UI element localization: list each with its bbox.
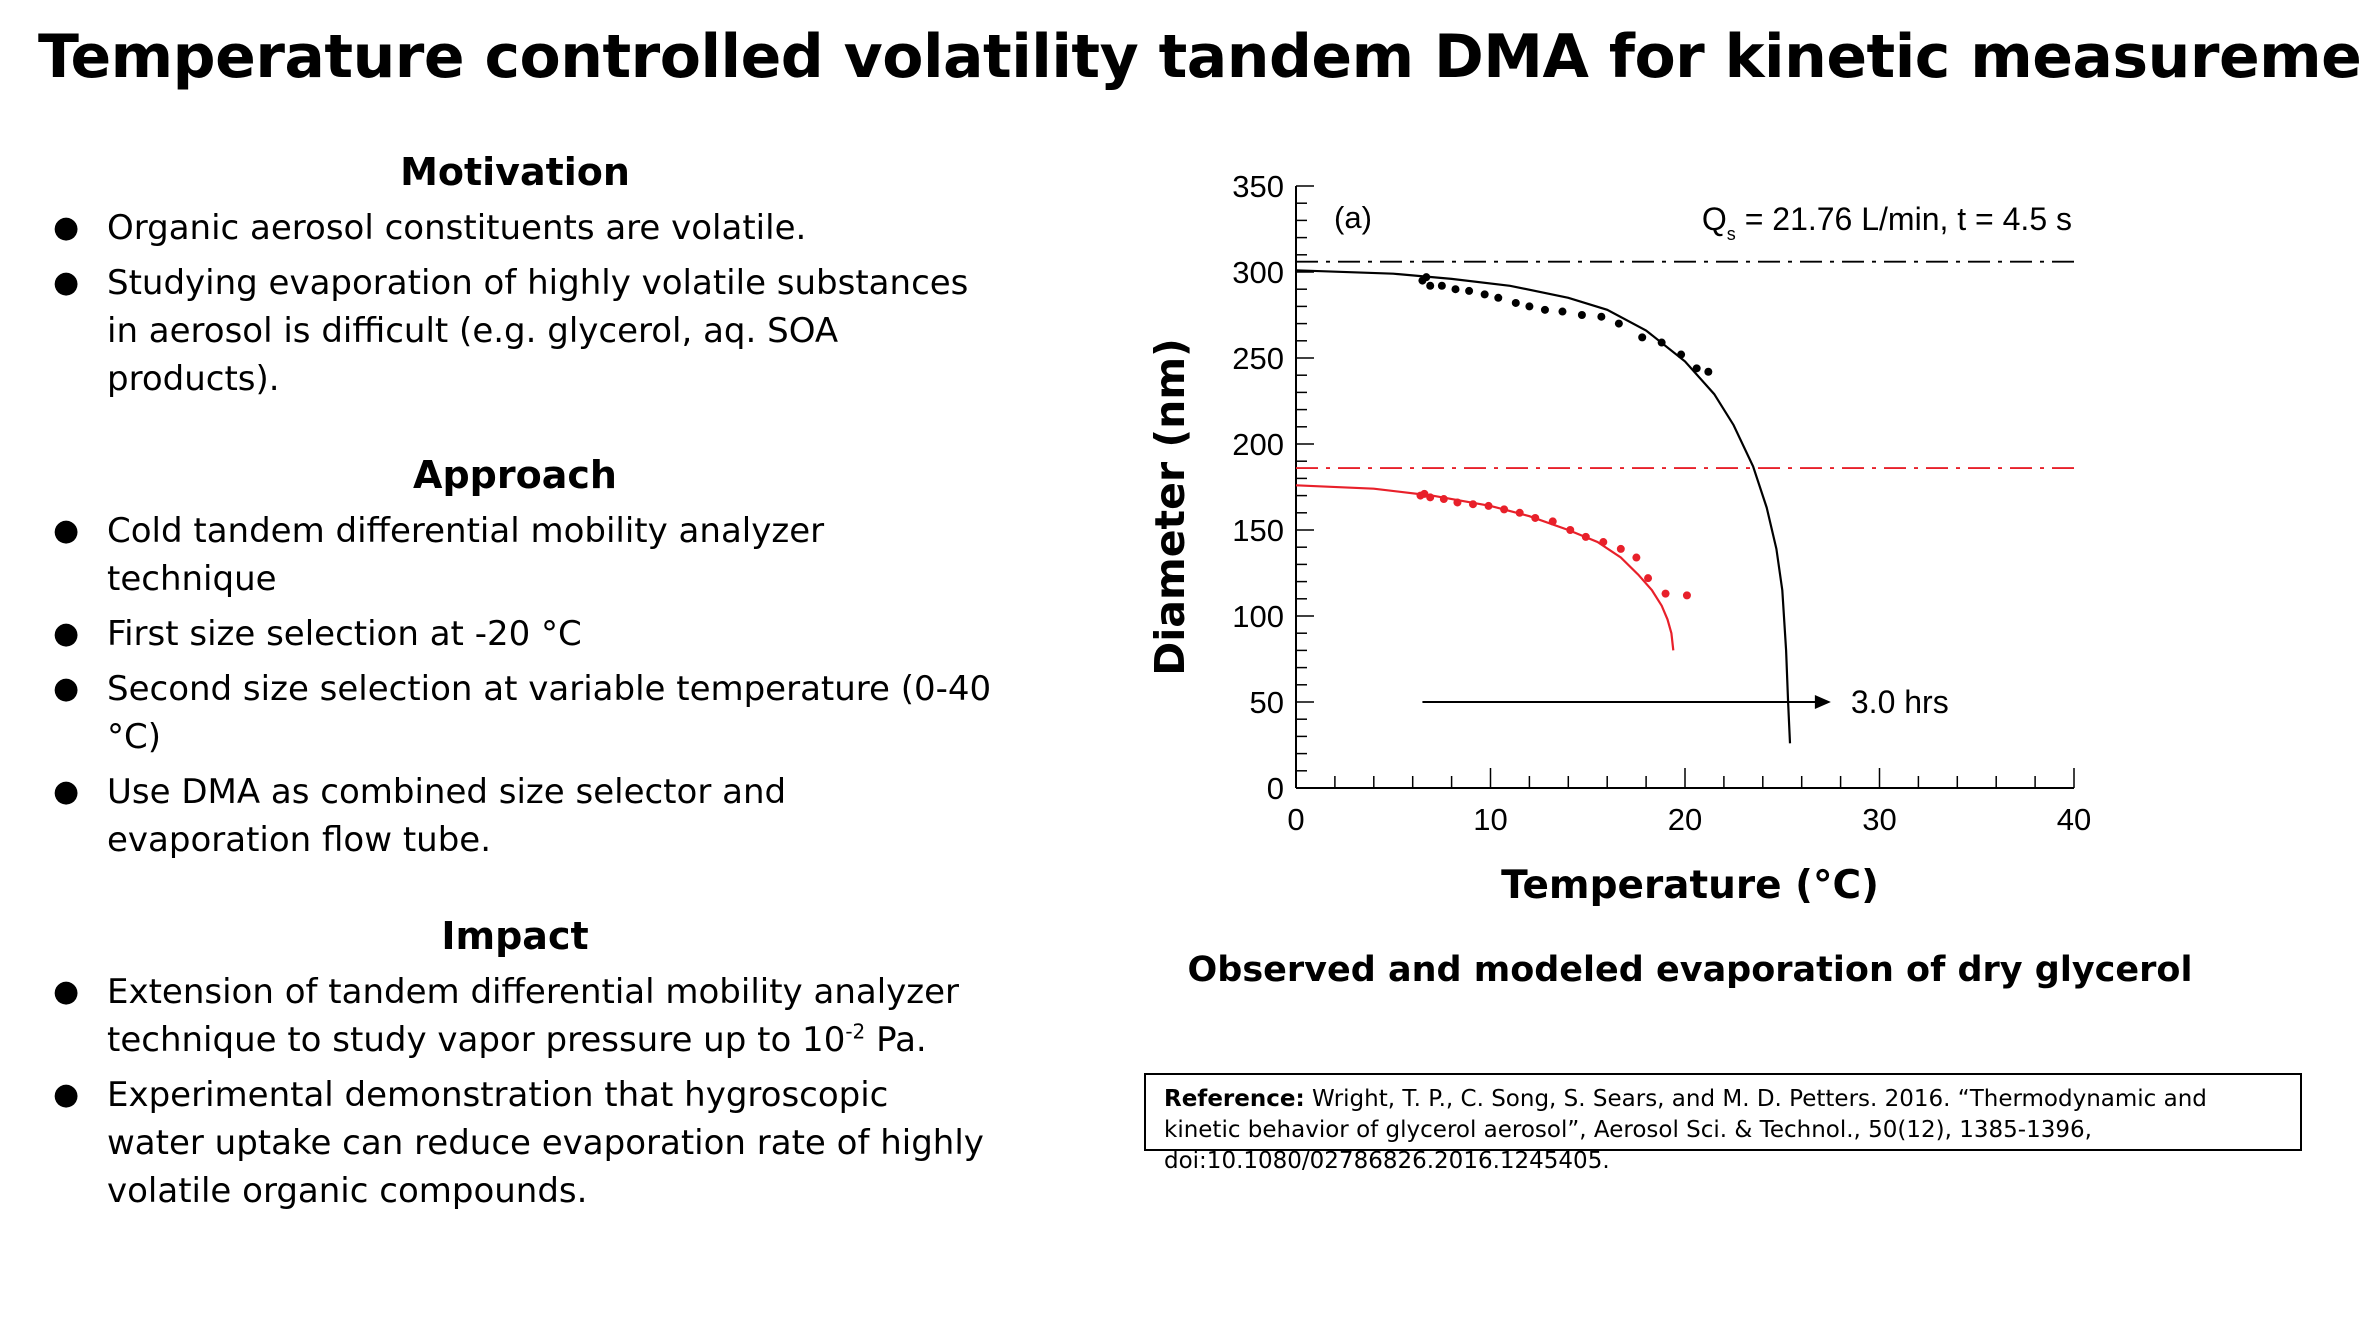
bullet-text: Experimental demonstration that hygrosco… <box>107 1075 984 1211</box>
approach-list: ● Cold tandem differential mobility analy… <box>45 507 995 864</box>
bullet-text: Use DMA as combined size selector and ev… <box>107 772 787 860</box>
motivation-list: ● Organic aerosol constituents are volati… <box>45 204 995 403</box>
panel-label: (a) <box>1334 200 1372 235</box>
left-column: Motivation ● Organic aerosol constituents… <box>45 150 995 1265</box>
data-point <box>1494 293 1503 302</box>
y-tick-label: 50 <box>1250 685 1284 720</box>
list-item: ● First size selection at -20 °C <box>45 610 995 658</box>
page-title: Temperature controlled volatility tandem… <box>38 22 2361 92</box>
evaporation-chart: 0 10 20 30 40 0 50 100 150 200 250 300 350 Temperatur… <box>1140 160 2140 920</box>
flow-annotation-rest: = 21.76 L/min, t = 4.5 s <box>1736 201 2072 237</box>
x-tick-label: 10 <box>1473 802 1507 837</box>
y-tick-label: 0 <box>1267 771 1284 806</box>
flow-annotation-subscript: s <box>1727 224 1736 244</box>
x-tick-label: 30 <box>1862 802 1896 837</box>
data-point <box>1426 281 1435 290</box>
data-point <box>1558 307 1567 316</box>
motivation-section: Motivation ● Organic aerosol constituents… <box>45 150 995 403</box>
y-tick-label: 100 <box>1232 599 1284 634</box>
x-tick-label: 20 <box>1668 802 1702 837</box>
bullet-text: Extension of tandem differential mobilit… <box>107 972 959 1060</box>
model-curve <box>1295 269 1792 744</box>
data-point <box>1661 589 1670 598</box>
data-point <box>1616 544 1625 553</box>
data-point <box>1525 302 1534 311</box>
data-point <box>1704 367 1713 376</box>
bullet-text-part: Pa. <box>865 1020 927 1060</box>
data-point <box>1451 285 1460 294</box>
x-tick-label: 0 <box>1287 802 1304 837</box>
approach-section: Approach ● Cold tandem differential mobil… <box>45 453 995 864</box>
data-point <box>1644 574 1653 583</box>
y-tick-label: 150 <box>1232 513 1284 548</box>
y-tick-label: 350 <box>1232 169 1284 204</box>
data-point <box>1511 298 1520 307</box>
data-point <box>1540 305 1549 314</box>
list-item: ● Use DMA as combined size selector and e… <box>45 768 995 864</box>
bullet-icon: ● <box>53 210 80 245</box>
list-item: ● Studying evaporation of highly volatile… <box>45 259 995 403</box>
data-point <box>1465 286 1474 295</box>
data-point <box>1632 553 1641 562</box>
bullet-text: Studying evaporation of highly volatile … <box>107 263 969 399</box>
bullet-text: Second size selection at variable temper… <box>107 669 992 757</box>
x-tick-label: 40 <box>2057 802 2091 837</box>
y-tick-label: 300 <box>1232 255 1284 290</box>
bullet-icon: ● <box>53 1077 80 1112</box>
impact-list: ● Extension of tandem differential mobili… <box>45 968 995 1215</box>
approach-heading: Approach <box>413 453 617 497</box>
data-point <box>1682 591 1691 600</box>
y-tick-label: 200 <box>1232 427 1284 462</box>
list-item: ● Second size selection at variable tempe… <box>45 665 995 761</box>
data-point <box>1437 281 1446 290</box>
bullet-text: Cold tandem differential mobility analyz… <box>107 511 825 599</box>
motivation-heading: Motivation <box>400 150 630 194</box>
reference-label: Reference: <box>1164 1086 1305 1112</box>
bullet-icon: ● <box>53 974 80 1009</box>
x-axis-label: Temperature (°C) <box>1501 863 1879 908</box>
data-point <box>1614 319 1623 328</box>
bullet-icon: ● <box>53 616 80 651</box>
list-item: ● Experimental demonstration that hygrosc… <box>45 1071 995 1215</box>
flow-annotation: Qs = 21.76 L/min, t = 4.5 s <box>1702 201 2072 244</box>
arrow-label: 3.0 hrs <box>1851 684 1949 720</box>
data-point <box>1692 364 1701 373</box>
impact-heading: Impact <box>441 914 589 958</box>
bullet-text: Organic aerosol constituents are volatil… <box>107 208 807 248</box>
data-point <box>1597 312 1606 321</box>
bullet-text: First size selection at -20 °C <box>107 614 582 654</box>
list-item: ● Cold tandem differential mobility analy… <box>45 507 995 603</box>
reference-box: Reference: Wright, T. P., C. Song, S. Se… <box>1144 1073 2302 1174</box>
data-point <box>1577 311 1586 319</box>
arrow-head-icon <box>1814 695 1831 709</box>
list-item: ● Organic aerosol constituents are volati… <box>45 204 995 252</box>
chart-svg: 0 10 20 30 40 0 50 100 150 200 250 300 350 Temperatur… <box>1146 169 2091 908</box>
bullet-icon: ● <box>53 513 80 548</box>
data-point <box>1638 333 1647 342</box>
exponent: -2 <box>845 1019 866 1044</box>
list-item: ● Extension of tandem differential mobili… <box>45 968 995 1064</box>
figure-caption: Observed and modeled evaporation of dry … <box>1187 950 2193 990</box>
model-curve <box>1295 484 1675 651</box>
bullet-icon: ● <box>53 265 80 300</box>
y-tick-label: 250 <box>1232 341 1284 376</box>
impact-section: Impact ● Extension of tandem differential… <box>45 914 995 1215</box>
bullet-text-part: Extension of tandem differential mobilit… <box>107 972 960 1060</box>
flow-annotation-q: Q <box>1702 201 1727 237</box>
y-axis-label: Diameter (nm) <box>1146 338 1194 676</box>
bullet-icon: ● <box>53 671 80 706</box>
bullet-icon: ● <box>53 774 80 809</box>
data-point <box>1480 290 1489 299</box>
reference-text: Wright, T. P., C. Song, S. Sears, and M.… <box>1164 1086 2207 1174</box>
